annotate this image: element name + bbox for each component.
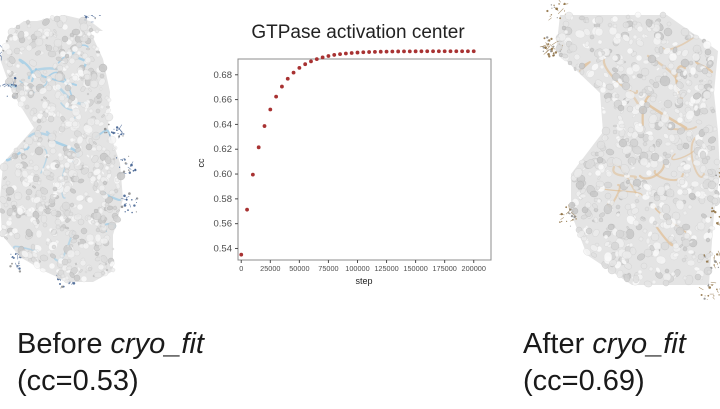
svg-text:100000: 100000: [345, 264, 369, 273]
svg-text:50000: 50000: [289, 264, 309, 273]
svg-text:75000: 75000: [318, 264, 338, 273]
svg-text:200000: 200000: [462, 264, 486, 273]
svg-text:0.56: 0.56: [214, 219, 233, 230]
svg-text:0.54: 0.54: [214, 243, 233, 254]
svg-text:step: step: [355, 276, 372, 286]
svg-text:0.66: 0.66: [214, 95, 233, 106]
svg-text:175000: 175000: [432, 264, 456, 273]
svg-text:0.58: 0.58: [214, 194, 233, 205]
svg-text:0.62: 0.62: [214, 144, 233, 155]
svg-text:0: 0: [239, 264, 243, 273]
svg-text:0.60: 0.60: [214, 169, 233, 180]
svg-text:0.64: 0.64: [214, 119, 233, 130]
svg-text:25000: 25000: [260, 264, 280, 273]
svg-text:0.68: 0.68: [214, 70, 233, 81]
svg-text:150000: 150000: [403, 264, 427, 273]
svg-text:cc: cc: [196, 158, 206, 168]
svg-text:125000: 125000: [374, 264, 398, 273]
